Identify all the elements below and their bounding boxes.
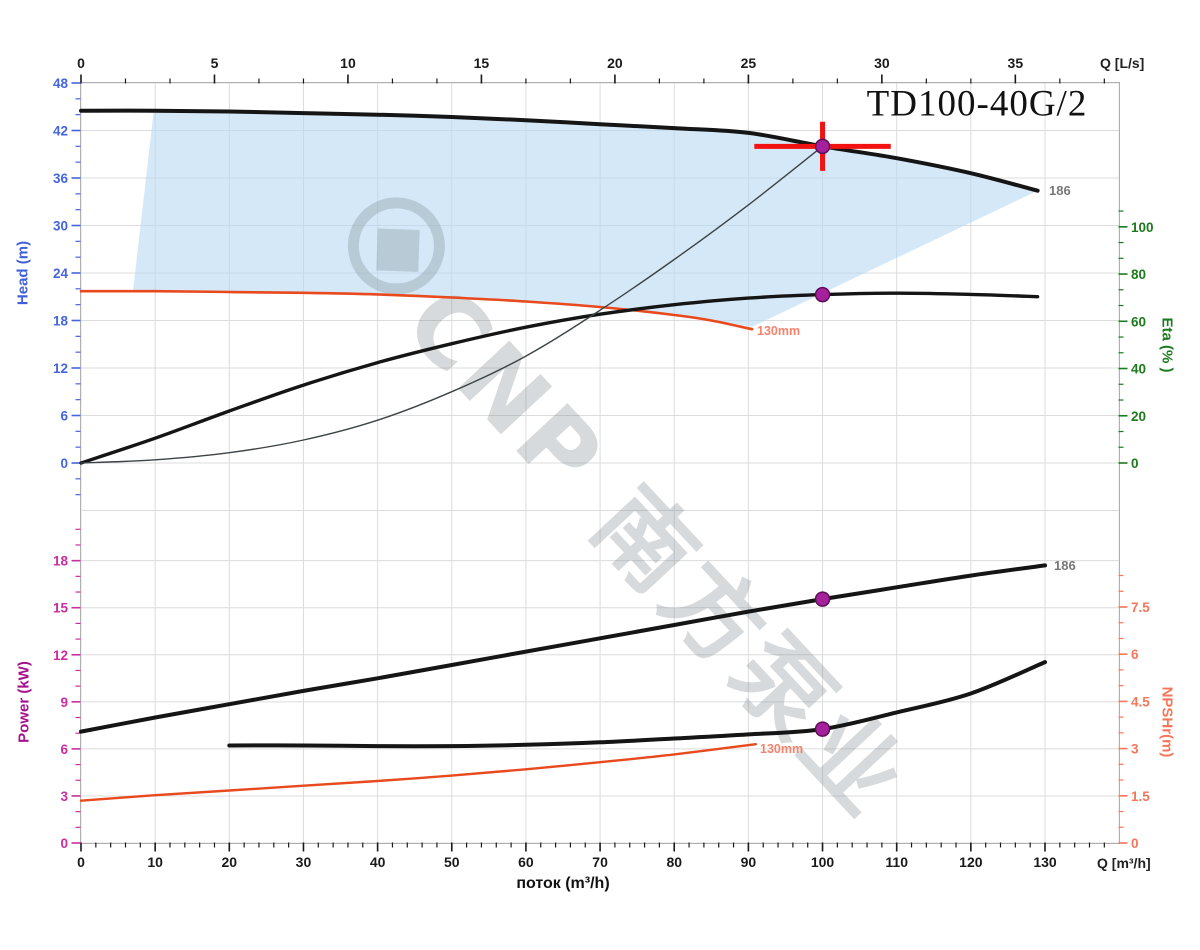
- tick-label-eta: 60: [1131, 314, 1146, 329]
- tick-label-x-bottom: 100: [811, 854, 835, 870]
- tick-label-npshr: 0: [1131, 836, 1139, 851]
- tick-label-npshr: 7.5: [1131, 600, 1150, 615]
- tick-label-head: 36: [53, 171, 69, 186]
- cnp-logo-icon: [376, 228, 420, 272]
- curve-power-130mm: [79, 743, 757, 802]
- tick-label-power: 18: [53, 554, 69, 569]
- duty-point-marker-eta: [814, 286, 831, 303]
- tick-label-x-top: 20: [607, 55, 623, 71]
- tick-label-x-top: 0: [77, 55, 85, 71]
- tick-label-x-bottom: 70: [592, 854, 608, 870]
- tick-label-x-bottom: 90: [741, 854, 757, 870]
- curve-system-resistance: [80, 145, 824, 464]
- tick-label-x-bottom: 120: [959, 854, 983, 870]
- tick-label-eta: 80: [1131, 267, 1146, 282]
- cnp-logo-icon: [347, 197, 445, 295]
- impeller-130mm-label-power: 130mm: [760, 742, 804, 756]
- duty-point-marker-head: [814, 138, 831, 155]
- tick-label-head: 6: [60, 408, 68, 423]
- tick-label-x-bottom: 110: [885, 854, 908, 870]
- npshr-axis-title: NPSHr(m): [1158, 686, 1176, 758]
- tick-label-npshr: 6: [1131, 647, 1139, 662]
- tick-label-x-top: 15: [474, 55, 490, 71]
- q-ls-unit-label: Q [L/s]: [1100, 55, 1145, 71]
- curve-head-186: [79, 108, 1040, 193]
- duty-point-marker-power: [814, 591, 831, 607]
- curve-head-130mm: [79, 289, 754, 331]
- axis-eta: 0 20 40 60 80 100: [1118, 210, 1154, 471]
- tick-label-x-bottom: 0: [77, 854, 85, 870]
- tick-label-eta: 20: [1131, 409, 1146, 424]
- q-m3h-unit-label: Q [m³/h]: [1097, 855, 1151, 871]
- tick-label-power: 15: [53, 601, 69, 616]
- eta-axis-title: Eta (% ): [1158, 317, 1176, 373]
- tick-label-x-bottom: 30: [296, 854, 312, 870]
- tick-label-x-top: 5: [211, 55, 219, 71]
- impeller-130mm-label-head: 130mm: [757, 324, 801, 338]
- duty-point-marker-npshr: [814, 721, 831, 737]
- axis-power: 0 3 6 9 12 15 18: [53, 528, 81, 851]
- tick-label-head: 48: [53, 76, 69, 91]
- axis-head: 0 6 12 18 24 30 36 42 48: [53, 76, 81, 496]
- tick-label-power: 9: [60, 695, 68, 710]
- tick-label-x-top: 35: [1008, 55, 1024, 71]
- tick-label-x-top: 25: [741, 55, 757, 71]
- tick-label-x-bottom: 50: [444, 854, 460, 870]
- tick-label-x-bottom: 130: [1033, 854, 1057, 870]
- tick-label-power: 3: [60, 789, 68, 804]
- tick-label-x-bottom: 80: [666, 854, 682, 870]
- curve-npshr-186: [227, 660, 1047, 749]
- tick-label-x-top: 10: [340, 55, 356, 71]
- chart-title: TD100-40G/2: [866, 83, 1088, 125]
- tick-label-npshr: 4.5: [1131, 694, 1150, 709]
- tick-label-x-bottom: 10: [147, 854, 163, 870]
- tick-label-head: 42: [53, 123, 68, 138]
- impeller-186-label-head: 186: [1049, 183, 1071, 198]
- flow-axis-title: поток (m³/h): [516, 875, 610, 892]
- tick-label-eta: 40: [1131, 362, 1146, 377]
- tick-label-eta: 100: [1131, 220, 1154, 235]
- operating-region: [132, 111, 1038, 327]
- tick-label-x-top: 30: [874, 55, 890, 71]
- impeller-186-label-power: 186: [1054, 558, 1076, 573]
- tick-label-head: 18: [53, 313, 69, 328]
- curve-eta-186: [79, 291, 1040, 465]
- tick-label-npshr: 3: [1131, 742, 1139, 757]
- axis-x-top: 0 5 10 15 20 25 30 35: [77, 55, 1105, 84]
- tick-label-head: 12: [53, 361, 68, 376]
- tick-label-head: 0: [60, 456, 68, 471]
- tick-label-x-bottom: 40: [370, 854, 386, 870]
- axis-npshr: 0 1.5 3 4.5 6 7.5: [1118, 574, 1150, 851]
- head-axis-title: Head (m): [14, 240, 32, 306]
- axis-x-bottom: 0 10 20 30 40 50 60 70 80 90 100 110 120 130: [77, 842, 1105, 870]
- watermark-text: CNP 南方泵业: [384, 266, 929, 839]
- tick-label-head: 24: [53, 266, 69, 281]
- tick-label-x-bottom: 60: [518, 854, 534, 870]
- tick-label-eta: 0: [1131, 456, 1139, 471]
- curve-power-186: [79, 563, 1047, 734]
- tick-label-head: 30: [53, 218, 68, 233]
- tick-label-power: 0: [60, 836, 68, 851]
- tick-label-power: 6: [60, 742, 68, 757]
- tick-label-power: 12: [53, 648, 68, 663]
- tick-label-x-bottom: 20: [222, 854, 238, 870]
- tick-label-npshr: 1.5: [1131, 789, 1150, 804]
- power-axis-title: Power (kW): [15, 661, 33, 743]
